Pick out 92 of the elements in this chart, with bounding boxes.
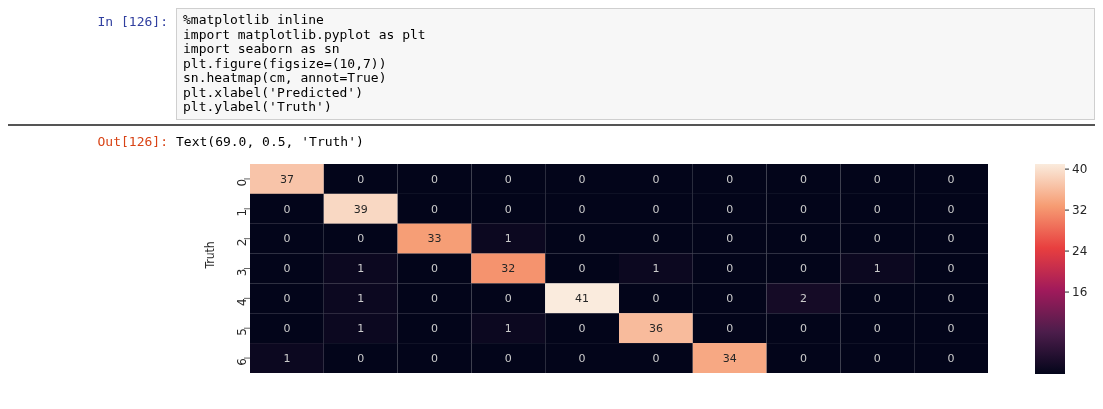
data-label: 0 (800, 351, 807, 365)
data-label: 0 (947, 202, 955, 216)
data-label: 0 (504, 202, 512, 216)
data-label: 0 (431, 351, 438, 365)
data-label: 0 (726, 202, 734, 216)
data-label: 0 (578, 351, 586, 365)
data-label: 1 (357, 292, 365, 306)
text: %matplotlib inline (183, 12, 325, 28)
data-label: 0 (283, 292, 291, 306)
data-label: 0 (283, 202, 291, 216)
data-label: 33 (427, 232, 442, 246)
y-tick-label: 2 (235, 238, 250, 247)
data-label: 0 (578, 262, 586, 276)
data-label: 1 (652, 262, 660, 276)
data-label: 0 (578, 232, 586, 246)
data-label: 0 (947, 351, 955, 365)
text: Text(69.0, 0.5, 'Truth') (176, 133, 364, 149)
y-tick-label: 1 (235, 208, 250, 217)
color-bar-label: 32 (1072, 203, 1088, 218)
color-bar-label: 24 (1072, 244, 1088, 259)
data-label: 1 (357, 322, 365, 336)
data-label: 0 (578, 202, 586, 216)
color-bar-label: 40 (1072, 162, 1088, 177)
data-label: 0 (873, 292, 881, 306)
data-label: 0 (947, 172, 955, 186)
data-label: 0 (726, 322, 734, 336)
data-label: 0 (873, 232, 881, 246)
data-label: 0 (578, 322, 586, 336)
data-label: 0 (947, 232, 955, 246)
data-label: 0 (652, 232, 660, 246)
data-label: 0 (726, 232, 734, 246)
data-label: 0 (947, 292, 955, 306)
data-label: 39 (353, 202, 368, 216)
data-label: 0 (431, 292, 438, 306)
data-label: 0 (431, 202, 438, 216)
data-label: 32 (501, 262, 516, 276)
text: import matplotlib.pyplot as plt (183, 26, 427, 42)
data-label: 0 (652, 351, 660, 365)
data-label: 0 (431, 322, 438, 336)
data-label: 1 (283, 351, 291, 365)
color-bar-label: 16 (1072, 285, 1088, 300)
data-label: 2 (800, 292, 807, 306)
y-tick-label: 3 (235, 268, 250, 277)
data-label: 1 (357, 262, 365, 276)
data-label: 0 (431, 262, 438, 276)
y-tick-label: 6 (235, 358, 250, 366)
y-tick-label: 4 (235, 298, 250, 306)
data-label: 0 (283, 262, 291, 276)
data-label: 36 (648, 322, 663, 336)
text: In [126]: (96, 13, 169, 31)
data-label: 0 (726, 262, 734, 276)
text: sn.heatmap(cm, annot=True) (183, 70, 388, 86)
y-tick-label: 0 (235, 178, 250, 187)
data-label: 0 (873, 172, 881, 186)
data-label: 41 (575, 292, 590, 306)
data-label: 0 (873, 202, 881, 216)
data-label: 0 (947, 262, 955, 276)
text: plt.figure(figsize=(10,7)) (183, 55, 388, 71)
data-label: 0 (283, 322, 291, 336)
data-label: 1 (504, 322, 512, 336)
data-label: 0 (431, 172, 438, 186)
text: plt.ylabel('Truth') (183, 99, 332, 115)
y-tick-label: 5 (235, 328, 250, 336)
data-label: 0 (578, 172, 586, 186)
data-label: 0 (283, 232, 291, 246)
data-label: 0 (504, 292, 512, 306)
text: Out[126]: (96, 133, 169, 149)
data-label: 34 (722, 351, 737, 365)
data-label: 0 (726, 172, 734, 186)
data-label: 0 (800, 202, 807, 216)
data-label: 0 (357, 172, 365, 186)
data-label: 0 (504, 351, 512, 365)
data-label: 0 (800, 232, 807, 246)
data-label: 0 (947, 322, 955, 336)
data-label: 0 (800, 262, 807, 276)
data-label: 0 (726, 292, 734, 306)
text: import seaborn as sn (183, 41, 340, 57)
data-label: 0 (800, 322, 807, 336)
data-label: 0 (357, 232, 365, 246)
data-label: 0 (800, 172, 807, 186)
data-label: 0 (652, 202, 660, 216)
data-label: 37 (279, 172, 294, 186)
text: plt.xlabel('Predicted') (183, 84, 364, 100)
data-label: 0 (652, 172, 660, 186)
data-label: 1 (873, 262, 881, 276)
data-label: 0 (357, 351, 365, 365)
y-axis-title: Truth (203, 241, 218, 270)
data-label: 0 (873, 322, 881, 336)
data-label: 0 (652, 292, 660, 306)
data-label: 1 (504, 232, 512, 246)
data-label: 0 (504, 172, 512, 186)
data-label: 0 (873, 351, 881, 365)
